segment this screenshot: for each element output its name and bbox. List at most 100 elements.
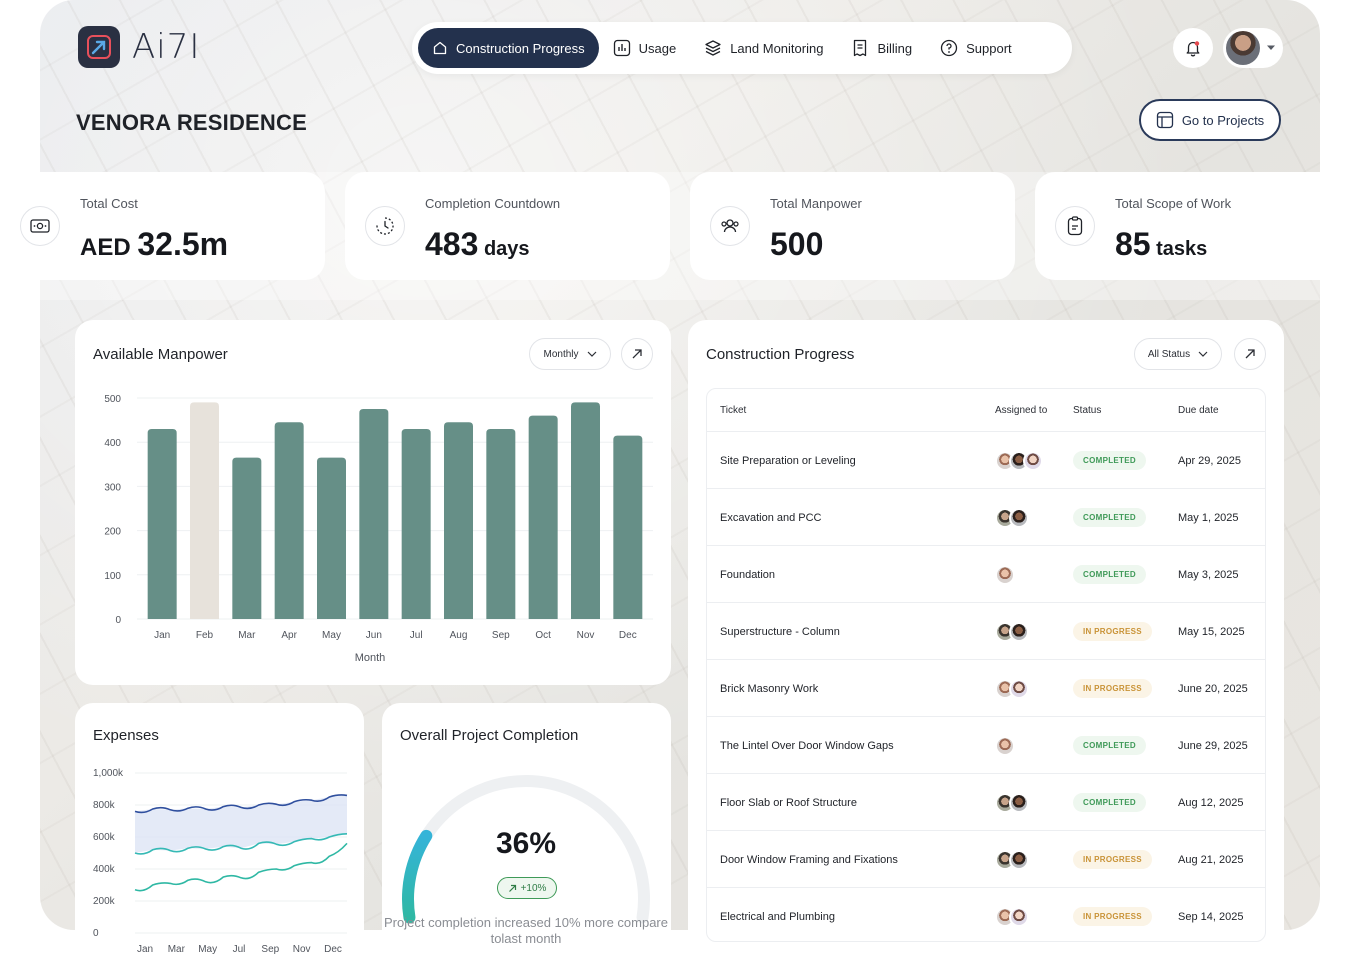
x-tick-label: Dec <box>324 944 342 955</box>
status-badge: COMPLETED <box>1073 736 1146 755</box>
clock-icon <box>365 206 405 246</box>
stat-card-completion-countdown: Completion Countdown 483 days <box>345 172 670 280</box>
due-date: Sep 14, 2025 <box>1178 910 1244 923</box>
stat-label: Completion Countdown <box>425 196 561 211</box>
x-tick-label: Apr <box>281 630 297 641</box>
bar-sep <box>486 428 516 619</box>
table-row[interactable]: Electrical and Plumbing IN PROGRESS Sep 14… <box>707 887 1265 941</box>
table-row[interactable]: Foundation COMPLETED May 3, 2025 <box>707 545 1265 602</box>
card-title: Construction Progress <box>706 346 855 363</box>
avatar <box>1009 849 1029 870</box>
y-tick-label: 600k <box>93 832 116 843</box>
assignees[interactable] <box>995 489 1029 546</box>
assignees[interactable] <box>995 432 1043 489</box>
status-cell: COMPLETED <box>1073 546 1146 603</box>
status-badge: COMPLETED <box>1073 793 1146 812</box>
expenses-line-chart: 0 200k 400k 600k 800k 1,000k Jan Mar May Jul Sep No… <box>93 768 348 955</box>
avatar <box>1009 621 1029 642</box>
change-badge: +10% <box>497 877 557 899</box>
bar-mar <box>232 457 262 619</box>
x-tick-label: Jul <box>410 630 423 641</box>
x-tick-label: Mar <box>238 630 256 641</box>
table-row[interactable]: The Lintel Over Door Window Gaps COMPLETE… <box>707 716 1265 773</box>
x-tick-label: Nov <box>577 630 595 641</box>
arrow-up-right-icon <box>632 349 642 359</box>
nav-label: Usage <box>638 40 677 56</box>
table-row[interactable]: Door Window Framing and Fixations IN PROG… <box>707 830 1265 887</box>
status-badge: IN PROGRESS <box>1073 679 1152 698</box>
due-date: Aug 21, 2025 <box>1178 853 1244 866</box>
expand-button[interactable] <box>621 338 653 370</box>
column-header-due-date[interactable]: Due date <box>1178 404 1219 416</box>
nav-usage[interactable]: Usage <box>599 28 691 68</box>
assignees[interactable] <box>995 774 1029 831</box>
assignees[interactable] <box>995 831 1029 888</box>
bar-jan <box>147 428 177 619</box>
completion-card: Overall Project Completion 36% +10% Proj… <box>382 703 671 974</box>
nav-support[interactable]: Support <box>926 28 1026 68</box>
assignees[interactable] <box>995 603 1029 660</box>
avatar <box>1009 906 1029 927</box>
stat-card-total-scope: Total Scope of Work 85 tasks <box>1035 172 1360 280</box>
completion-note: Project completion increased 10% more co… <box>384 915 668 946</box>
x-tick-label: May <box>322 630 341 641</box>
bar-dec <box>613 435 643 619</box>
nav-label: Construction Progress <box>456 40 585 56</box>
notifications-button[interactable] <box>1173 28 1213 68</box>
due-date: May 15, 2025 <box>1178 625 1245 638</box>
x-tick-label: Sep <box>261 944 279 955</box>
avatar <box>995 564 1015 585</box>
status-cell: COMPLETED <box>1073 432 1146 489</box>
x-tick-label: Jun <box>366 630 382 641</box>
status-cell: IN PROGRESS <box>1073 888 1152 941</box>
status-badge: IN PROGRESS <box>1073 907 1152 926</box>
ticket-name: Site Preparation or Leveling <box>720 454 856 467</box>
assignees[interactable] <box>995 546 1015 603</box>
stat-value: AED 32.5m <box>80 226 229 262</box>
completion-percent: 36% <box>495 827 557 860</box>
column-header-status[interactable]: Status <box>1073 404 1102 416</box>
status-cell: IN PROGRESS <box>1073 831 1152 888</box>
bar-aug <box>444 422 473 619</box>
y-tick-label: 0 <box>115 615 121 626</box>
y-tick-label: 1,000k <box>93 768 124 779</box>
period-select[interactable]: Monthly <box>529 338 611 370</box>
series-line-1 <box>134 794 348 814</box>
column-header-ticket[interactable]: Ticket <box>720 404 747 416</box>
expand-button[interactable] <box>1234 338 1266 370</box>
table-row[interactable]: Superstructure - Column IN PROGRESS May 15… <box>707 602 1265 659</box>
status-cell: IN PROGRESS <box>1073 603 1152 660</box>
assignees[interactable] <box>995 717 1015 774</box>
nav-construction-progress[interactable]: Construction Progress <box>418 28 599 68</box>
table-row[interactable]: Floor Slab or Roof Structure COMPLETED Aug… <box>707 773 1265 830</box>
table-row[interactable]: Site Preparation or Leveling COMPLETED Apr… <box>707 431 1265 488</box>
profile-menu[interactable] <box>1223 28 1283 68</box>
y-tick-label: 200k <box>93 896 116 907</box>
status-filter-value: All Status <box>1147 348 1191 360</box>
column-header-assigned[interactable]: Assigned to <box>995 404 1048 416</box>
x-tick-label: Aug <box>450 630 468 641</box>
logo-icon <box>78 26 120 68</box>
due-date: May 1, 2025 <box>1178 511 1239 524</box>
status-badge: COMPLETED <box>1073 565 1146 584</box>
nav-land-monitoring[interactable]: Land Monitoring <box>690 28 837 68</box>
ticket-name: The Lintel Over Door Window Gaps <box>720 739 894 752</box>
go-to-projects-button[interactable]: Go to Projects <box>1139 99 1281 141</box>
nav-label: Support <box>966 40 1012 56</box>
brand-logo[interactable]: Ai7I <box>78 26 200 68</box>
stat-value: 500 <box>770 226 824 262</box>
arrow-up-right-icon <box>1245 349 1255 359</box>
bar-chart-icon <box>613 39 630 57</box>
y-tick-label: 800k <box>93 800 116 811</box>
card-title: Expenses <box>93 727 159 744</box>
table-row[interactable]: Excavation and PCC COMPLETED May 1, 2025 <box>707 488 1265 545</box>
status-filter-select[interactable]: All Status <box>1134 338 1222 370</box>
assignees[interactable] <box>995 660 1029 717</box>
nav-label: Land Monitoring <box>730 40 824 56</box>
page-title: VENORA RESIDENCE <box>76 110 307 135</box>
nav-billing[interactable]: Billing <box>837 28 926 68</box>
assignees[interactable] <box>995 888 1029 941</box>
x-tick-label: Feb <box>196 630 214 641</box>
table-row[interactable]: Brick Masonry Work IN PROGRESS June 20, 20… <box>707 659 1265 716</box>
status-cell: COMPLETED <box>1073 489 1146 546</box>
